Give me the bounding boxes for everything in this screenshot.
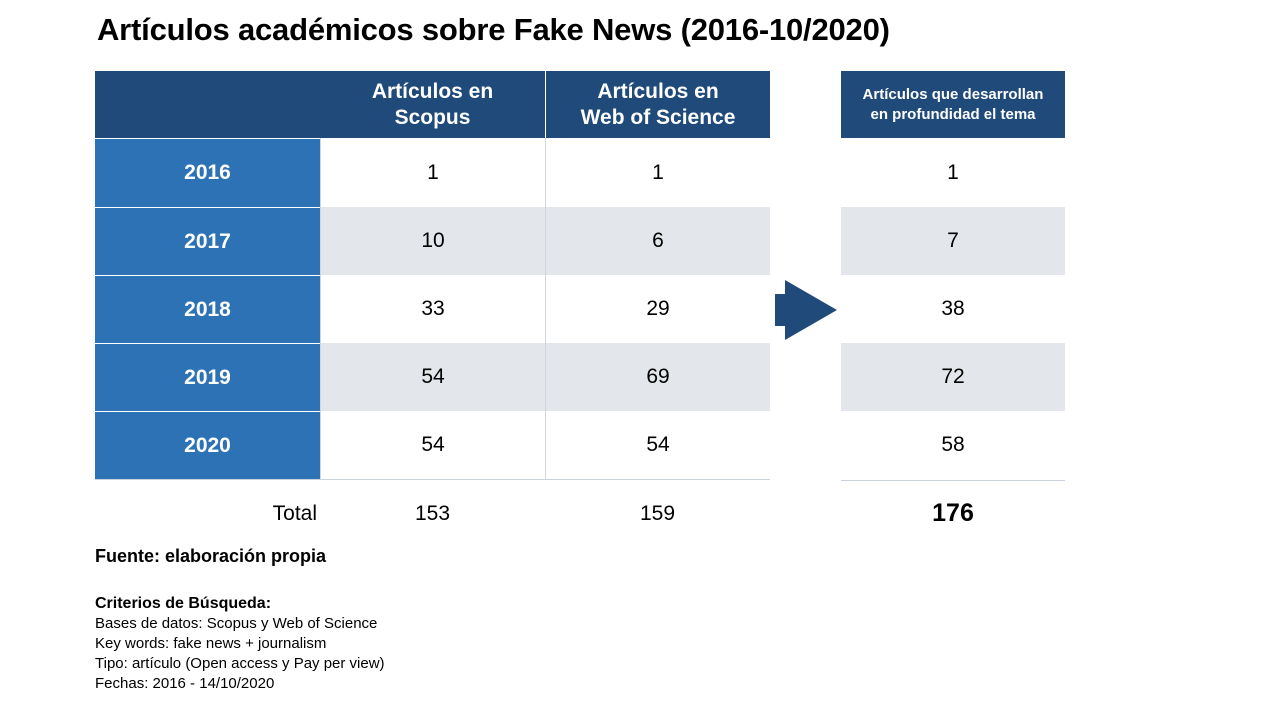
total-scopus: 153 xyxy=(414,502,451,525)
in-depth-header-line1: Artículos que desarrollan xyxy=(862,85,1044,103)
criteria-line: Tipo: artículo (Open access y Pay per vi… xyxy=(95,655,385,672)
in-depth-cell: 7 xyxy=(841,207,1065,275)
table-bottom-line xyxy=(95,479,770,480)
in-depth-cell: 1 xyxy=(841,139,1065,207)
table-row-2020: 2020 54 54 xyxy=(95,411,770,479)
wos-cell: 1 xyxy=(545,138,770,207)
header-wos-line1: Artículos en xyxy=(597,79,719,103)
wos-cell: 69 xyxy=(545,343,770,411)
criteria-line: Fechas: 2016 - 14/10/2020 xyxy=(95,675,275,692)
criteria-line: Key words: fake news + journalism xyxy=(95,635,327,652)
header-empty-cell xyxy=(95,71,320,138)
wos-cell: 6 xyxy=(545,207,770,275)
criteria-line: Bases de datos: Scopus y Web of Science xyxy=(95,615,378,632)
total-row: Total 153 159 xyxy=(95,501,770,527)
table-row-2016: 2016 1 1 xyxy=(95,138,770,207)
table-row-2019: 2019 54 69 xyxy=(95,343,770,411)
scopus-cell: 54 xyxy=(320,343,545,411)
notes: Fuente: elaboración propia Criterios de … xyxy=(95,546,385,694)
wos-cell: 54 xyxy=(545,411,770,479)
table-row-2018: 2018 33 29 xyxy=(95,275,770,343)
scopus-cell: 33 xyxy=(320,275,545,343)
in-depth-cell: 38 xyxy=(841,275,1065,343)
table-header-row: Artículos en Scopus Artículos en Web of … xyxy=(95,71,770,138)
header-scopus-line2: Scopus xyxy=(394,105,471,129)
wos-cell: 29 xyxy=(545,275,770,343)
in-depth-header-line2: en profundidad el tema xyxy=(870,105,1036,123)
source-note: Fuente: elaboración propia xyxy=(95,546,327,566)
page-title: Artículos académicos sobre Fake News (20… xyxy=(97,12,890,47)
arrow-right-icon xyxy=(775,280,837,340)
in-depth-bottom-line xyxy=(841,480,1065,481)
in-depth-cell: 72 xyxy=(841,343,1065,411)
year-cell: 2017 xyxy=(95,207,320,275)
scopus-cell: 54 xyxy=(320,411,545,479)
header-scopus-line1: Artículos en xyxy=(371,79,494,103)
year-cell: 2016 xyxy=(95,138,320,207)
header-wos-line2: Web of Science xyxy=(580,105,736,129)
total-label: Total xyxy=(272,502,317,525)
header-scopus: Artículos en Scopus xyxy=(320,71,545,138)
header-wos: Artículos en Web of Science xyxy=(545,71,770,138)
in-depth-cell: 58 xyxy=(841,411,1065,479)
year-cell: 2018 xyxy=(95,275,320,343)
in-depth-header: Artículos que desarrollan en profundidad… xyxy=(841,71,1065,138)
scopus-cell: 10 xyxy=(320,207,545,275)
scopus-cell: 1 xyxy=(320,138,545,207)
table-row-2017: 2017 10 6 xyxy=(95,207,770,275)
criteria-title: Criterios de Búsqueda: xyxy=(95,595,272,612)
in-depth-total: 176 xyxy=(932,499,974,527)
total-wos: 159 xyxy=(639,502,676,525)
year-cell: 2019 xyxy=(95,343,320,411)
year-cell: 2020 xyxy=(95,411,320,479)
